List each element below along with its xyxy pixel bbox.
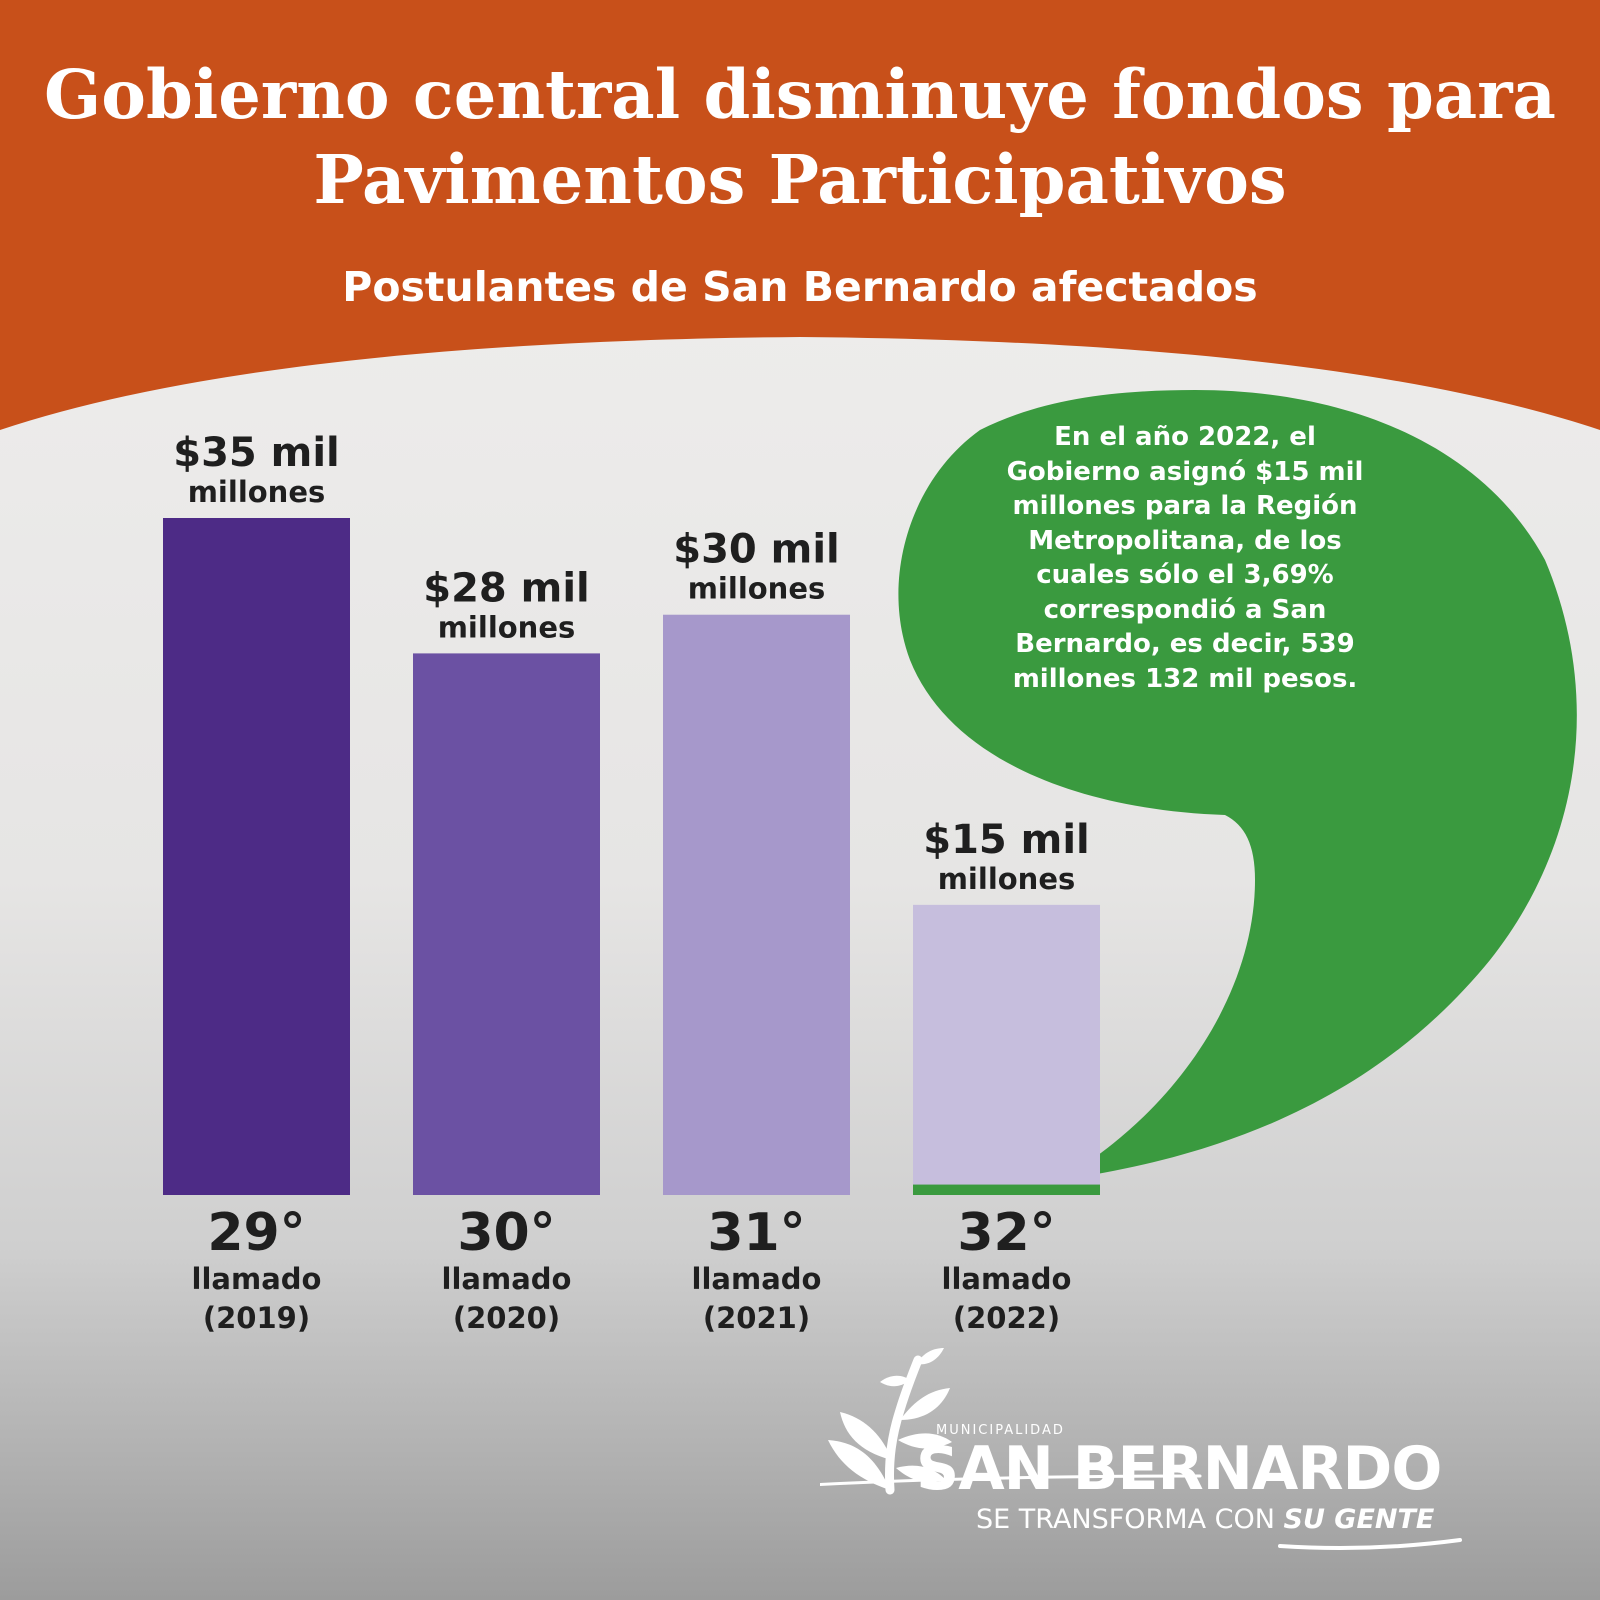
page-title: Gobierno central disminuye fondos para P… xyxy=(0,52,1600,222)
callout-text: En el año 2022, el Gobierno asignó $15 mi… xyxy=(960,420,1410,696)
category-sublabel: llamado xyxy=(692,1262,822,1296)
category-sublabel: llamado xyxy=(942,1262,1072,1296)
value-label-unit: millones xyxy=(938,862,1076,896)
category-year: (2021) xyxy=(703,1301,810,1335)
callout-line: correspondió a San xyxy=(1043,594,1327,625)
speech-bubble xyxy=(898,390,1577,1180)
page-subtitle: Postulantes de San Bernardo afectados xyxy=(342,263,1258,311)
logo-swoosh xyxy=(820,1474,1462,1550)
category-label: 29° xyxy=(207,1203,305,1263)
municipality-logo: MUNICIPALIDAD SAN BERNARDO SE TRANSFORMA… xyxy=(820,1340,1520,1580)
logo-slogan: SE TRANSFORMA CON SU GENTE xyxy=(976,1504,1434,1536)
logo-municipalidad: MUNICIPALIDAD xyxy=(936,1423,1065,1438)
value-label-amount: $35 mil xyxy=(173,430,340,476)
logo-name: SAN BERNARDO xyxy=(916,1434,1442,1504)
callout-line: Bernardo, es decir, 539 xyxy=(1015,629,1355,659)
title-line-1: Gobierno central disminuye fondos para xyxy=(44,55,1556,134)
category-label: 30° xyxy=(457,1203,555,1263)
value-label-amount: $30 mil xyxy=(673,527,840,573)
logo-slogan-prefix: SE TRANSFORMA CON xyxy=(976,1504,1284,1535)
callout-line: millones para la Región xyxy=(1012,491,1358,521)
category-year: (2022) xyxy=(953,1301,1060,1335)
title-line-2: Pavimentos Participativos xyxy=(313,140,1287,219)
header-band xyxy=(0,0,1600,430)
bar-31 xyxy=(663,614,850,1195)
category-sublabel: llamado xyxy=(192,1262,322,1296)
value-label-unit: millones xyxy=(188,475,326,509)
bar-30 xyxy=(413,653,600,1195)
category-label: 31° xyxy=(707,1203,805,1263)
category-label: 32° xyxy=(957,1203,1055,1263)
sprout-icon xyxy=(828,1348,952,1495)
category-year: (2020) xyxy=(453,1301,560,1335)
callout-line: En el año 2022, el xyxy=(1054,422,1316,452)
bar-29 xyxy=(163,518,350,1195)
value-label-unit: millones xyxy=(438,610,576,644)
callout-line: cuales sólo el 3,69% xyxy=(1036,560,1334,590)
value-label-amount: $15 mil xyxy=(923,817,1090,863)
callout-line: Gobierno asignó $15 mil xyxy=(1006,456,1364,487)
category-sublabel: llamado xyxy=(442,1262,572,1296)
callout-line: Metropolitana, de los xyxy=(1028,525,1342,556)
bar-32 xyxy=(913,904,1100,1195)
category-year: (2019) xyxy=(203,1301,310,1335)
callout-line: millones 132 mil pesos. xyxy=(1012,663,1358,694)
value-label-amount: $28 mil xyxy=(423,565,590,611)
value-label-unit: millones xyxy=(688,572,826,606)
bar-32-san-bernardo-share xyxy=(913,1184,1100,1195)
logo-slogan-emphasis: SU GENTE xyxy=(1283,1504,1435,1535)
